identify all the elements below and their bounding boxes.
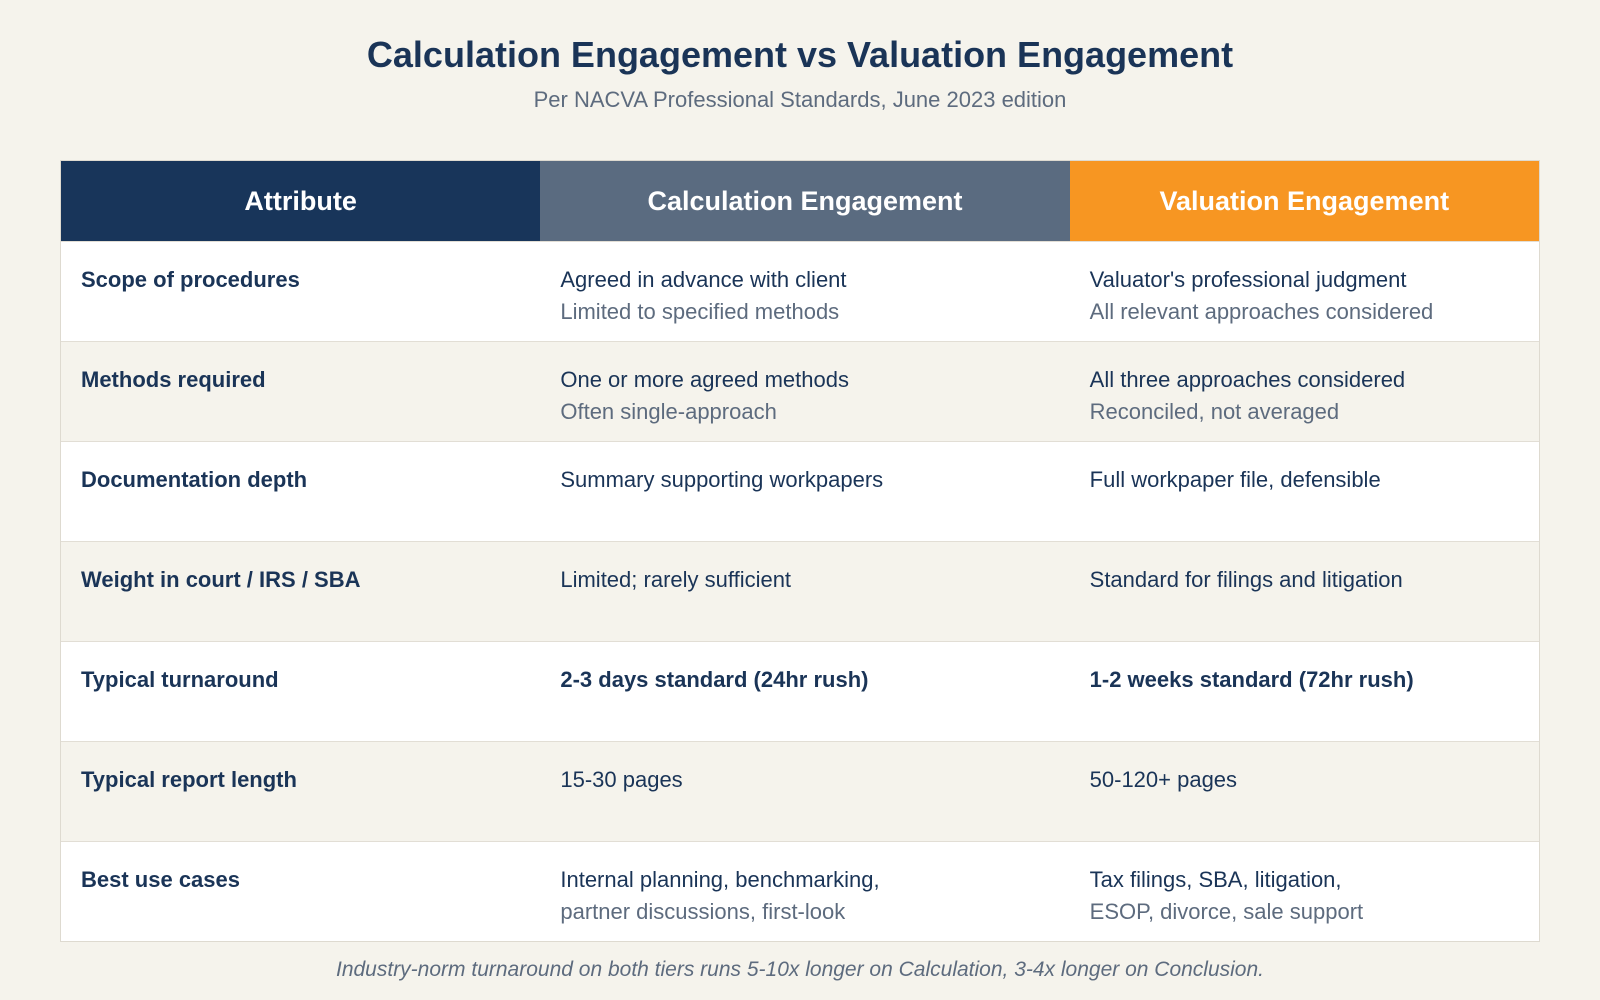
cell-line: Agreed in advance with client [560, 267, 847, 292]
footnote: Industry-norm turnaround on both tiers r… [335, 958, 1265, 981]
cell-line: Valuator's professional judgment [1089, 267, 1407, 292]
cell-line: All relevant approaches considered [1089, 299, 1434, 324]
table-row: Weight in court / IRS / SBA Limited; rare… [61, 541, 1539, 641]
cell-line: All three approaches considered [1089, 367, 1406, 392]
cell-line: 50-120+ pages [1089, 767, 1238, 792]
cell-line: Tax filings, SBA, litigation, [1089, 867, 1342, 892]
attribute-cell: Methods required [81, 367, 266, 392]
value-cell: Agreed in advance with client Limited to … [540, 242, 1069, 341]
cell-line: ESOP, divorce, sale support [1089, 899, 1364, 924]
cell-line: 15-30 pages [560, 767, 683, 792]
value-cell: 15-30 pages [540, 742, 1069, 841]
value-cell: 50-120+ pages [1070, 742, 1539, 841]
column-header: Attribute [61, 161, 541, 241]
value-cell: Internal planning, benchmarking, partner … [540, 842, 1069, 941]
table-row: Methods required One or more agreed metho… [61, 341, 1539, 441]
cell-line: 2-3 days standard (24hr rush) [560, 667, 869, 692]
value-cell: All three approaches considered Reconcile… [1070, 342, 1539, 441]
comparison-table: Attribute Calculation Engagement Valuation… [60, 160, 1540, 942]
attribute-cell: Documentation depth [81, 467, 308, 492]
table-row: Typical turnaround 2-3 days standard (24h… [61, 641, 1539, 741]
cell-line: One or more agreed methods [560, 367, 849, 392]
column-header: Calculation Engagement [540, 161, 1070, 241]
cell-line: Internal planning, benchmarking, [560, 867, 880, 892]
cell-line: Limited to specified methods [560, 299, 840, 324]
header-row: Attribute Calculation Engagement Valuation… [61, 161, 1539, 241]
value-cell: Standard for filings and litigation [1070, 542, 1539, 641]
title: Calculation Engagement vs Valuation Enga… [366, 34, 1234, 75]
value-cell: Limited; rarely sufficient [540, 542, 1069, 641]
cell-line: Reconciled, not averaged [1089, 399, 1340, 424]
value-cell: Summary supporting workpapers [540, 442, 1069, 541]
attribute-cell: Typical turnaround [81, 667, 279, 692]
cell-line: Often single-approach [560, 399, 777, 424]
cell-line: 1-2 weeks standard (72hr rush) [1089, 667, 1414, 692]
attribute-cell: Weight in court / IRS / SBA [81, 567, 361, 592]
attribute-cell: Scope of procedures [81, 267, 300, 292]
cell-line: Full workpaper file, defensible [1089, 467, 1381, 492]
cell-line: Summary supporting workpapers [560, 467, 884, 492]
attribute-cell: Typical report length [81, 767, 297, 792]
table-row: Scope of procedures Agreed in advance wit… [61, 241, 1539, 341]
table-row: Documentation depth Summary supporting wo… [61, 441, 1539, 541]
value-cell: Tax filings, SBA, litigation, ESOP, divor… [1070, 842, 1539, 941]
table-row: Typical report length 15-30 pages 50-120+ … [61, 741, 1539, 841]
subtitle: Per NACVA Professional Standards, June 2… [533, 87, 1067, 112]
value-cell: 2-3 days standard (24hr rush) [540, 642, 1069, 741]
cell-line: Limited; rarely sufficient [560, 567, 792, 592]
value-cell: 1-2 weeks standard (72hr rush) [1070, 642, 1539, 741]
attribute-cell: Best use cases [81, 867, 240, 892]
table-row: Best use cases Internal planning, benchma… [61, 841, 1539, 941]
cell-line: Standard for filings and litigation [1089, 567, 1403, 592]
column-header: Valuation Engagement [1069, 161, 1539, 241]
cell-line: partner discussions, first-look [560, 899, 846, 924]
value-cell: Full workpaper file, defensible [1070, 442, 1539, 541]
value-cell: One or more agreed methods Often single-a… [540, 342, 1069, 441]
value-cell: Valuator's professional judgment All rele… [1070, 242, 1539, 341]
